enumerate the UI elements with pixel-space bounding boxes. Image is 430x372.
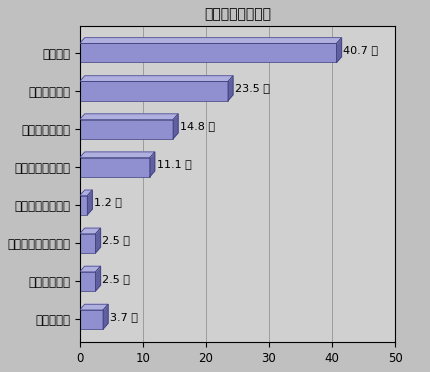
Polygon shape — [95, 266, 100, 291]
Polygon shape — [80, 114, 178, 119]
Bar — [80, 158, 149, 177]
Text: 40.7 ％: 40.7 ％ — [343, 45, 378, 55]
Polygon shape — [80, 304, 108, 310]
Polygon shape — [87, 190, 92, 215]
Text: 1.2 ％: 1.2 ％ — [94, 198, 122, 208]
Polygon shape — [172, 114, 178, 139]
Polygon shape — [80, 76, 233, 81]
Bar — [80, 310, 103, 329]
Polygon shape — [80, 38, 341, 44]
Polygon shape — [336, 38, 341, 62]
Polygon shape — [95, 228, 100, 253]
Polygon shape — [80, 228, 100, 234]
Bar — [80, 196, 87, 215]
Bar — [80, 119, 172, 139]
Text: 23.5 ％: 23.5 ％ — [234, 83, 269, 93]
Bar — [80, 272, 95, 291]
Text: 2.5 ％: 2.5 ％ — [102, 273, 130, 283]
Bar — [80, 81, 227, 100]
Polygon shape — [149, 152, 154, 177]
Polygon shape — [80, 190, 92, 196]
Polygon shape — [227, 76, 233, 100]
Polygon shape — [103, 304, 108, 329]
Polygon shape — [80, 152, 154, 158]
Title: 【プロジェクタ】: 【プロジェクタ】 — [203, 7, 270, 21]
Polygon shape — [80, 266, 100, 272]
Bar — [80, 234, 95, 253]
Text: 3.7 ％: 3.7 ％ — [110, 312, 138, 322]
Text: 2.5 ％: 2.5 ％ — [102, 235, 130, 246]
Text: 14.8 ％: 14.8 ％ — [180, 121, 215, 131]
Bar — [80, 44, 336, 62]
Text: 11.1 ％: 11.1 ％ — [156, 159, 191, 169]
